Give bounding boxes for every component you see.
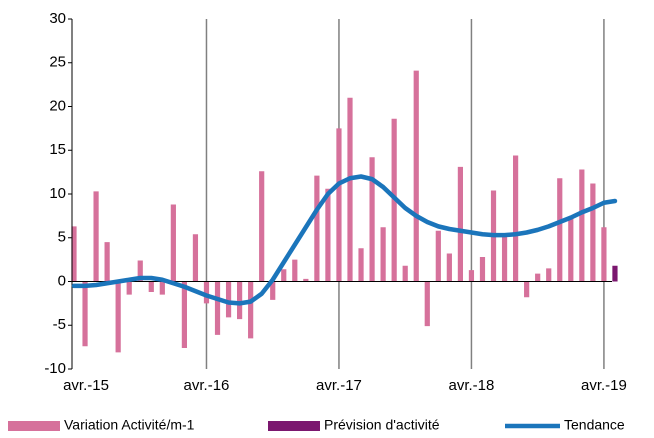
bar xyxy=(557,178,563,282)
y-tick-label: -5 xyxy=(53,316,66,333)
bar xyxy=(71,226,77,282)
bar xyxy=(535,273,541,282)
bar xyxy=(314,175,320,282)
bar xyxy=(336,128,342,282)
y-tick-label: 15 xyxy=(49,141,66,158)
bar xyxy=(82,281,88,347)
bar xyxy=(501,233,508,282)
bar xyxy=(148,281,154,292)
bar xyxy=(126,281,132,295)
legend-swatch xyxy=(8,421,60,431)
x-tick-label: avr.-18 xyxy=(449,377,495,394)
bar xyxy=(104,242,110,282)
bar xyxy=(579,169,585,282)
bar xyxy=(446,253,452,282)
bar xyxy=(546,268,552,282)
bar xyxy=(137,260,143,282)
bar xyxy=(225,281,232,318)
bar xyxy=(479,257,486,282)
bar xyxy=(181,281,187,348)
legend-label: Prévision d'activité xyxy=(324,417,440,433)
bar xyxy=(358,248,364,282)
y-tick-label: 0 xyxy=(58,272,66,289)
bar xyxy=(513,155,519,282)
bar xyxy=(192,234,199,282)
x-tick-label: avr.-19 xyxy=(581,377,627,394)
bar xyxy=(424,281,430,327)
x-tick-label: avr.-17 xyxy=(316,377,362,394)
bar xyxy=(237,281,243,320)
bar xyxy=(402,265,408,282)
bar xyxy=(281,269,287,282)
bar xyxy=(468,270,475,282)
bar xyxy=(524,281,530,298)
bar xyxy=(457,166,463,282)
bar xyxy=(159,281,165,295)
bar xyxy=(612,265,618,282)
y-tick-label: 20 xyxy=(49,97,66,114)
bar xyxy=(380,227,386,282)
bar xyxy=(435,230,441,282)
y-tick-label: 10 xyxy=(49,185,66,202)
bar xyxy=(590,183,596,282)
bar xyxy=(214,281,221,335)
bar xyxy=(170,204,176,282)
legend-label: Variation Activité/m-1 xyxy=(64,417,195,433)
trend-line xyxy=(71,174,618,306)
bar xyxy=(292,259,298,282)
x-tick-label: avr.-16 xyxy=(184,377,230,394)
bar xyxy=(203,281,210,304)
bar xyxy=(259,171,265,282)
bar xyxy=(115,281,121,353)
y-tick-label: -10 xyxy=(44,360,66,377)
y-tick-label: 30 xyxy=(49,10,66,27)
bar xyxy=(325,188,331,282)
legend-swatch xyxy=(268,421,320,431)
legend-label: Tendance xyxy=(564,417,625,433)
bar xyxy=(568,218,574,282)
bar xyxy=(347,97,353,282)
y-tick-label: 5 xyxy=(58,229,66,246)
bar xyxy=(369,157,375,282)
bar xyxy=(303,278,309,282)
bar xyxy=(413,70,419,282)
bar xyxy=(248,281,254,339)
y-tick-label: 25 xyxy=(49,54,66,71)
bar xyxy=(93,191,99,282)
bar xyxy=(270,281,276,300)
bar xyxy=(601,227,607,282)
x-tick-label: avr.-15 xyxy=(63,377,109,394)
